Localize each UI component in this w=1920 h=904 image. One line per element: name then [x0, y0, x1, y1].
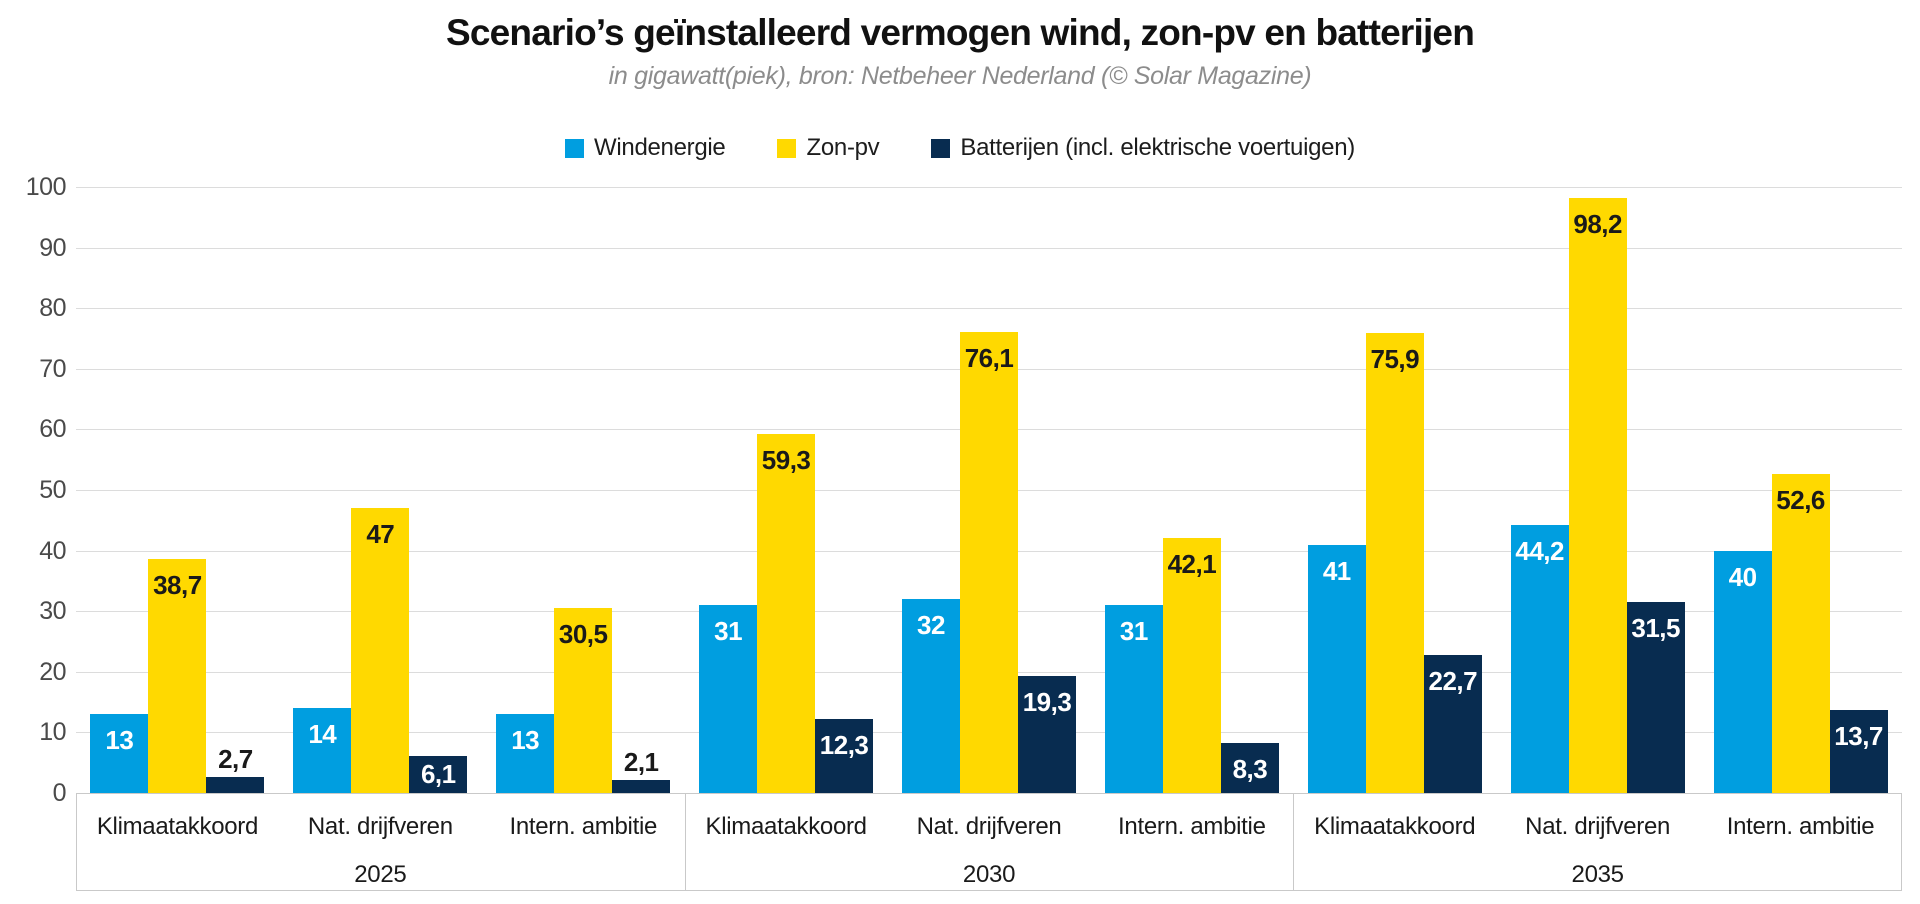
- bar-batterijen-2035-intern-ambitie: [1829, 710, 1888, 793]
- bar-zon-pv-2035-klimaatakkoord: [1365, 333, 1424, 793]
- bar-batterijen-2030-klimaatakkoord: [815, 718, 874, 793]
- bar-value-label: 52,6: [1776, 485, 1825, 516]
- y-axis-tick-label: 90: [39, 234, 66, 262]
- bar-windenergie-2035-intern-ambitie: [1713, 550, 1772, 793]
- year-label-2035: 2035: [1571, 861, 1625, 888]
- bar-value-label: 12,3: [819, 729, 869, 760]
- scenario-label-intern-ambitie: Intern. ambitie: [1726, 813, 1875, 840]
- bar-windenergie-2025-nat-drijfveren: [293, 708, 352, 793]
- legend-marker-zon-pv: [777, 138, 797, 158]
- bar-value-label: 47: [366, 519, 395, 550]
- y-axis-tick-label: 30: [39, 597, 66, 625]
- legend-item-zon-pv: Zon-pv: [777, 134, 880, 162]
- y-axis-tick-label: 0: [52, 779, 67, 807]
- chart-title: Scenario’s geïnstalleerd vermogen wind, …: [446, 12, 1475, 53]
- bar-zon-pv-2035-nat-drijfveren: [1568, 197, 1627, 793]
- bar-zon-pv-2025-klimaatakkoord: [148, 558, 207, 793]
- x-axis-label-box: [76, 793, 1902, 891]
- bar-zon-pv-2030-klimaatakkoord: [757, 433, 816, 793]
- bar-value-label: 30,5: [558, 619, 608, 650]
- bar-windenergie-2030-nat-drijfveren: [902, 599, 960, 793]
- legend: Windenergie Zon-pv Batterijen (incl. elekt…: [0, 132, 1920, 164]
- y-axis-tick-label: 60: [39, 415, 66, 443]
- bar-batterijen-2025-intern-ambitie: [612, 780, 671, 793]
- legend-marker-windenergie: [565, 138, 585, 158]
- bar-value-label: 40: [1728, 561, 1757, 592]
- bar-value-label: 13: [105, 725, 134, 756]
- y-axis-tick-label: 20: [39, 658, 66, 686]
- scenario-label-nat-drijfveren: Nat. drijfveren: [307, 813, 453, 840]
- bar-value-label: 19,3: [1022, 687, 1072, 717]
- bar-windenergie-2025-intern-ambitie: [496, 714, 555, 793]
- bar-batterijen-2025-nat-drijfveren: [409, 756, 468, 793]
- bar-zon-pv-2035-intern-ambitie: [1771, 474, 1830, 793]
- bar-zon-pv-2025-nat-drijfveren: [351, 508, 410, 793]
- legend-item-windenergie: Windenergie: [565, 134, 726, 162]
- bar-zon-pv-2030-intern-ambitie: [1162, 537, 1221, 793]
- y-axis-tick-label: 70: [39, 355, 66, 383]
- bar-value-label: 31: [1119, 616, 1148, 647]
- bar-value-label: 8,3: [1232, 753, 1268, 784]
- legend-label-windenergie: Windenergie: [594, 134, 726, 161]
- bar-value-label: 75,9: [1370, 344, 1420, 374]
- bar-value-label: 76,1: [964, 342, 1014, 373]
- gridline: [76, 248, 1902, 249]
- scenario-label-intern-ambitie: Intern. ambitie: [1118, 813, 1266, 840]
- y-axis-tick-label: 40: [39, 537, 66, 565]
- scenario-label-klimaatakkoord: Klimaatakkoord: [705, 813, 868, 840]
- year-group-divider: [685, 793, 686, 891]
- bar-value-label: 22,7: [1428, 666, 1478, 697]
- bar-batterijen-2035-klimaatakkoord: [1423, 655, 1482, 793]
- y-axis-tick-label: 10: [39, 718, 66, 746]
- bar-batterijen-2030-nat-drijfveren: [1018, 676, 1076, 793]
- gridline: [76, 308, 1902, 309]
- bar-value-label: 98,2: [1573, 208, 1622, 239]
- bar-value-label: 32: [917, 610, 945, 641]
- scenario-label-klimaatakkoord: Klimaatakkoord: [1314, 813, 1476, 840]
- year-group-divider: [1293, 793, 1294, 891]
- bar-zon-pv-2030-nat-drijfveren: [960, 331, 1018, 793]
- bar-windenergie-2030-intern-ambitie: [1104, 605, 1163, 793]
- bar-batterijen-2030-intern-ambitie: [1220, 742, 1279, 793]
- bar-value-label: 13: [511, 725, 540, 756]
- scenario-label-klimaatakkoord: Klimaatakkoord: [96, 813, 259, 840]
- bar-value-label: 41: [1322, 555, 1351, 586]
- gridline: [76, 187, 1902, 188]
- bar-value-label: 2,1: [623, 747, 659, 778]
- scenario-label-nat-drijfveren: Nat. drijfveren: [916, 813, 1062, 840]
- bar-value-label: 6,1: [420, 759, 456, 789]
- scenario-label-intern-ambitie: Intern. ambitie: [509, 813, 658, 840]
- y-axis-tick-label: 80: [39, 294, 66, 322]
- bar-windenergie-2035-klimaatakkoord: [1307, 544, 1366, 793]
- legend-marker-batterijen: [931, 138, 951, 158]
- bar-zon-pv-2025-intern-ambitie: [554, 608, 613, 793]
- bar-windenergie-2025-klimaatakkoord: [90, 714, 149, 793]
- scenario-label-nat-drijfveren: Nat. drijfveren: [1525, 813, 1671, 840]
- bar-value-label: 42,1: [1167, 548, 1217, 579]
- bar-windenergie-2035-nat-drijfveren: [1510, 525, 1569, 793]
- bar-value-label: 59,3: [761, 444, 811, 475]
- bar-batterijen-2035-nat-drijfveren: [1626, 602, 1685, 793]
- bar-value-label: 38,7: [153, 569, 202, 600]
- chart-subtitle: in gigawatt(piek), bron: Netbeheer Neder…: [608, 62, 1312, 90]
- bar-value-label: 14: [308, 719, 337, 750]
- legend-label-batterijen: Batterijen (incl. elektrische voertuigen…: [960, 134, 1355, 161]
- y-axis-tick-label: 100: [25, 173, 67, 201]
- y-axis-tick-label: 50: [39, 476, 66, 504]
- bar-value-label: 44,2: [1515, 536, 1564, 567]
- bar-value-label: 31: [714, 616, 743, 647]
- bar-batterijen-2025-klimaatakkoord: [206, 776, 265, 793]
- bar-value-label: 31,5: [1631, 613, 1680, 644]
- year-label-2030: 2030: [962, 861, 1016, 888]
- bar-windenergie-2030-klimaatakkoord: [699, 605, 758, 793]
- legend-item-batterijen: Batterijen (incl. elektrische voertuigen…: [931, 134, 1355, 162]
- bar-value-label: 13,7: [1834, 721, 1883, 751]
- legend-label-zon-pv: Zon-pv: [806, 134, 880, 161]
- year-label-2025: 2025: [354, 861, 407, 888]
- bar-value-label: 2,7: [218, 743, 253, 774]
